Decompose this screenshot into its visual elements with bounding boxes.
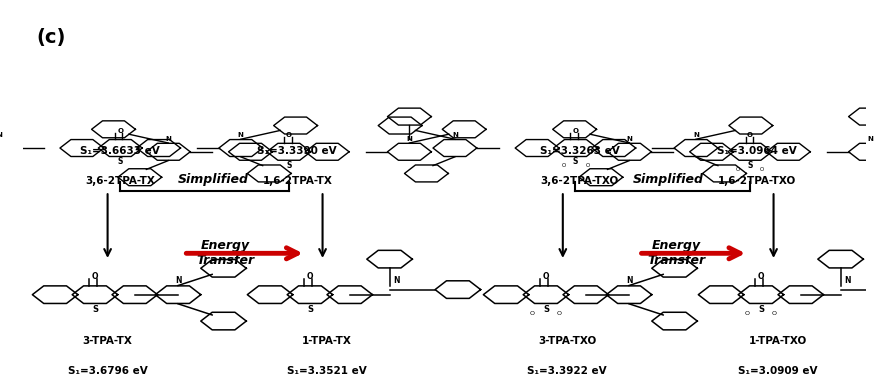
Text: O: O <box>736 167 740 172</box>
Text: 1-TPA-TXO: 1-TPA-TXO <box>749 336 807 346</box>
Text: 1,6-2TPA-TXO: 1,6-2TPA-TXO <box>718 176 796 186</box>
Text: S₁=3.3922 eV: S₁=3.3922 eV <box>527 366 607 376</box>
Text: O: O <box>530 311 535 316</box>
Text: O: O <box>543 272 549 282</box>
Text: S₁=3.6796 eV: S₁=3.6796 eV <box>67 366 148 376</box>
Text: O: O <box>117 128 123 134</box>
Text: N: N <box>175 277 181 285</box>
Text: O: O <box>760 167 764 172</box>
Text: O: O <box>745 311 750 316</box>
Text: N: N <box>406 136 413 142</box>
Text: N: N <box>627 136 633 142</box>
Text: N: N <box>626 277 632 285</box>
Text: S: S <box>572 157 578 166</box>
Text: 3,6-2TPA-TXO: 3,6-2TPA-TXO <box>540 176 619 186</box>
Text: S: S <box>747 161 753 170</box>
Text: 3,6-2TPA-TX: 3,6-2TPA-TX <box>86 176 156 186</box>
Text: S₁=3.3521 eV: S₁=3.3521 eV <box>287 366 367 376</box>
Text: O: O <box>561 163 565 168</box>
Text: S: S <box>117 157 123 166</box>
Text: N: N <box>238 132 244 138</box>
Text: O: O <box>572 128 579 134</box>
Text: S: S <box>307 305 313 314</box>
Text: N: N <box>0 132 3 138</box>
Text: O: O <box>307 272 313 282</box>
Text: Simplified: Simplified <box>177 174 248 187</box>
Text: N: N <box>452 132 458 138</box>
Text: 3-TPA-TX: 3-TPA-TX <box>83 336 133 346</box>
Text: O: O <box>758 272 764 282</box>
Text: 1,6-2TPA-TX: 1,6-2TPA-TX <box>262 176 332 186</box>
Text: N: N <box>844 277 850 285</box>
Text: S: S <box>92 305 98 314</box>
Text: S: S <box>286 161 292 170</box>
Text: S₁=3.6633 eV: S₁=3.6633 eV <box>80 146 160 156</box>
Text: O: O <box>286 132 292 138</box>
Text: O: O <box>557 311 562 316</box>
Text: N: N <box>393 277 399 285</box>
Text: S: S <box>543 305 549 314</box>
Text: N: N <box>868 136 873 142</box>
Text: O: O <box>772 311 777 316</box>
Text: (c): (c) <box>36 28 66 47</box>
Text: S: S <box>758 305 764 314</box>
Text: 1-TPA-TX: 1-TPA-TX <box>302 336 351 346</box>
Text: Energy
Transfer: Energy Transfer <box>648 239 705 267</box>
Text: N: N <box>165 136 171 142</box>
Text: S₁=3.3390 eV: S₁=3.3390 eV <box>258 146 337 156</box>
Text: Energy
Transfer: Energy Transfer <box>197 239 254 267</box>
Text: 3-TPA-TXO: 3-TPA-TXO <box>538 336 596 346</box>
Text: S₁=3.3263 eV: S₁=3.3263 eV <box>540 146 620 156</box>
Text: O: O <box>586 163 590 168</box>
Text: O: O <box>747 132 753 138</box>
Text: O: O <box>92 272 98 282</box>
Text: S₁=3.0964 eV: S₁=3.0964 eV <box>717 146 796 156</box>
Text: Simplified: Simplified <box>633 174 704 187</box>
Text: S₁=3.0909 eV: S₁=3.0909 eV <box>738 366 817 376</box>
Text: N: N <box>693 132 699 138</box>
